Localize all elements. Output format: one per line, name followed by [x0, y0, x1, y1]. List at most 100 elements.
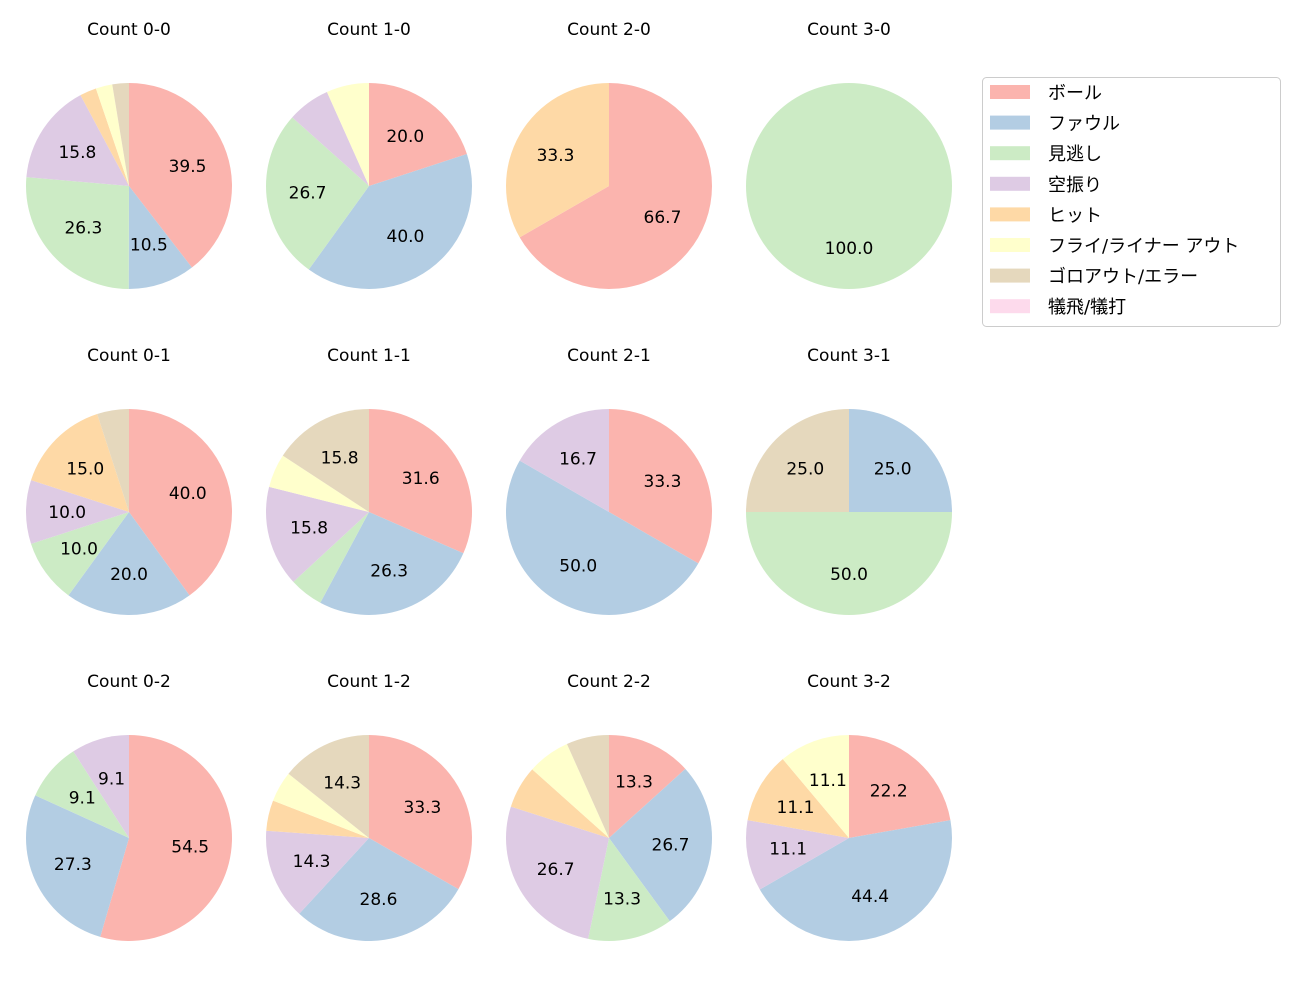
legend-label: ボール — [1048, 83, 1102, 104]
pie-count-2-1: Count 2-1 33.3 50.0 16.7 — [505, 346, 712, 615]
pie-slice-0 — [519, 83, 712, 289]
pie-slice-2 — [35, 751, 129, 838]
pie-slice-0 — [609, 735, 686, 838]
pie-count-1-0: Count 1-0 20.0 40.0 26.7 — [266, 20, 472, 290]
legend-swatch — [990, 238, 1030, 252]
pie-slice-3 — [73, 735, 129, 838]
pie-slice-2 — [746, 83, 952, 289]
pie-slice-1 — [68, 512, 190, 615]
pie-slice-6 — [566, 735, 609, 838]
pie-slice-1 — [609, 768, 712, 922]
pie-slice-1 — [128, 186, 192, 289]
pie-title: Count 3-0 — [807, 20, 891, 40]
slice-label: 50.0 — [559, 557, 597, 577]
pie-slice-6 — [112, 83, 129, 186]
pie-slice-5 — [269, 455, 369, 512]
pie-title: Count 0-0 — [87, 20, 171, 40]
legend-label: フライ/ライナー アウト — [1048, 236, 1239, 257]
slice-label: 15.8 — [290, 518, 328, 538]
legend-swatch — [990, 176, 1030, 191]
pie-slice-3 — [292, 91, 369, 186]
slice-label: 66.7 — [644, 208, 682, 228]
pie-slice-2 — [293, 512, 369, 603]
slice-label: 33.3 — [644, 472, 682, 492]
pie-slice-6 — [288, 735, 369, 838]
slice-label: 10.5 — [130, 236, 168, 256]
pie-count-0-2: Count 0-2 54.5 27.3 9.19.1 — [25, 672, 232, 942]
pie-count-2-2: Count 2-2 13.3 26.7 13.3 26.7 — [506, 672, 712, 941]
pie-slice-4 — [510, 769, 609, 838]
pie-slice-4 — [80, 88, 129, 186]
slice-label: 33.3 — [404, 798, 442, 818]
slice-label: 20.0 — [110, 565, 148, 585]
pie-slice-1 — [320, 512, 464, 615]
slice-label: 26.7 — [289, 184, 327, 204]
slice-label: 25.0 — [786, 459, 824, 479]
pie-slice-4 — [747, 759, 849, 838]
pie-title: Count 1-1 — [327, 346, 411, 366]
slice-label: 50.0 — [830, 565, 868, 585]
pie-slice-5 — [273, 773, 369, 838]
slice-label: 28.6 — [360, 890, 398, 910]
legend-label: ファウル — [1048, 114, 1120, 135]
slice-label: 44.4 — [851, 887, 889, 907]
pie-slice-4 — [266, 800, 369, 838]
slice-label: 54.5 — [171, 838, 209, 858]
pie-count-0-0: Count 0-0 39.5 10.5 26.3 15.8 — [26, 20, 232, 289]
pie-slice-0 — [849, 735, 951, 838]
pie-slice-3 — [506, 806, 609, 939]
pie-slice-1 — [299, 838, 459, 942]
legend-frame — [982, 77, 1281, 327]
pie-slice-3 — [266, 830, 369, 914]
legend-swatch — [990, 146, 1030, 161]
pie-title: Count 3-2 — [807, 672, 891, 692]
pie-slice-2 — [588, 838, 670, 941]
pie-title: Count 2-0 — [567, 20, 651, 40]
pie-slice-5 — [95, 84, 129, 186]
pie-slice-5 — [326, 83, 369, 186]
slice-label: 26.7 — [652, 835, 690, 855]
pie-slice-4 — [506, 83, 609, 238]
slice-label: 11.1 — [777, 798, 815, 818]
legend-swatch — [990, 207, 1030, 222]
pie-slice-1 — [505, 460, 699, 615]
slice-label: 9.1 — [98, 770, 125, 790]
slice-label: 13.3 — [615, 773, 653, 793]
pie-count-2-0: Count 2-0 66.7 33.3 — [506, 20, 712, 289]
slice-label: 40.0 — [387, 227, 425, 247]
slice-label: 39.5 — [169, 157, 207, 177]
slice-label: 26.3 — [370, 561, 408, 581]
pie-title: Count 0-2 — [87, 672, 171, 692]
slice-label: 31.6 — [402, 469, 440, 489]
pie-slice-1 — [25, 795, 129, 937]
legend-swatch — [990, 115, 1030, 130]
pie-slice-6 — [97, 409, 129, 512]
pie-title: Count 2-2 — [567, 672, 651, 692]
pie-slice-3 — [519, 409, 609, 512]
slice-label: 16.7 — [559, 450, 597, 470]
slice-label: 15.8 — [58, 143, 96, 163]
pie-slice-0 — [129, 83, 232, 268]
slice-label: 15.0 — [66, 459, 104, 479]
pie-slice-0 — [129, 409, 232, 596]
pie-slice-2 — [26, 177, 129, 289]
legend-swatch — [990, 268, 1030, 283]
pie-count-1-1: Count 1-1 31.6 26.3 15.8 15.8 — [266, 346, 472, 615]
legend-swatch — [990, 85, 1030, 99]
pie-title: Count 2-1 — [567, 346, 651, 366]
pie-slice-4 — [31, 414, 129, 512]
slice-label: 27.3 — [54, 855, 92, 875]
pie-slice-5 — [532, 743, 609, 838]
slice-label: 20.0 — [386, 127, 424, 147]
legend-label: 見逃し — [1048, 144, 1102, 165]
pie-slice-3 — [266, 486, 369, 582]
pie-slice-6 — [746, 409, 849, 512]
legend-label: ゴロアウト/エラー — [1048, 267, 1198, 288]
slice-label: 14.3 — [293, 852, 331, 872]
pie-slice-0 — [369, 83, 467, 186]
slice-label: 100.0 — [825, 239, 874, 259]
legend-swatch — [990, 299, 1030, 314]
slice-label: 25.0 — [874, 459, 912, 479]
slice-label: 33.3 — [537, 146, 575, 166]
